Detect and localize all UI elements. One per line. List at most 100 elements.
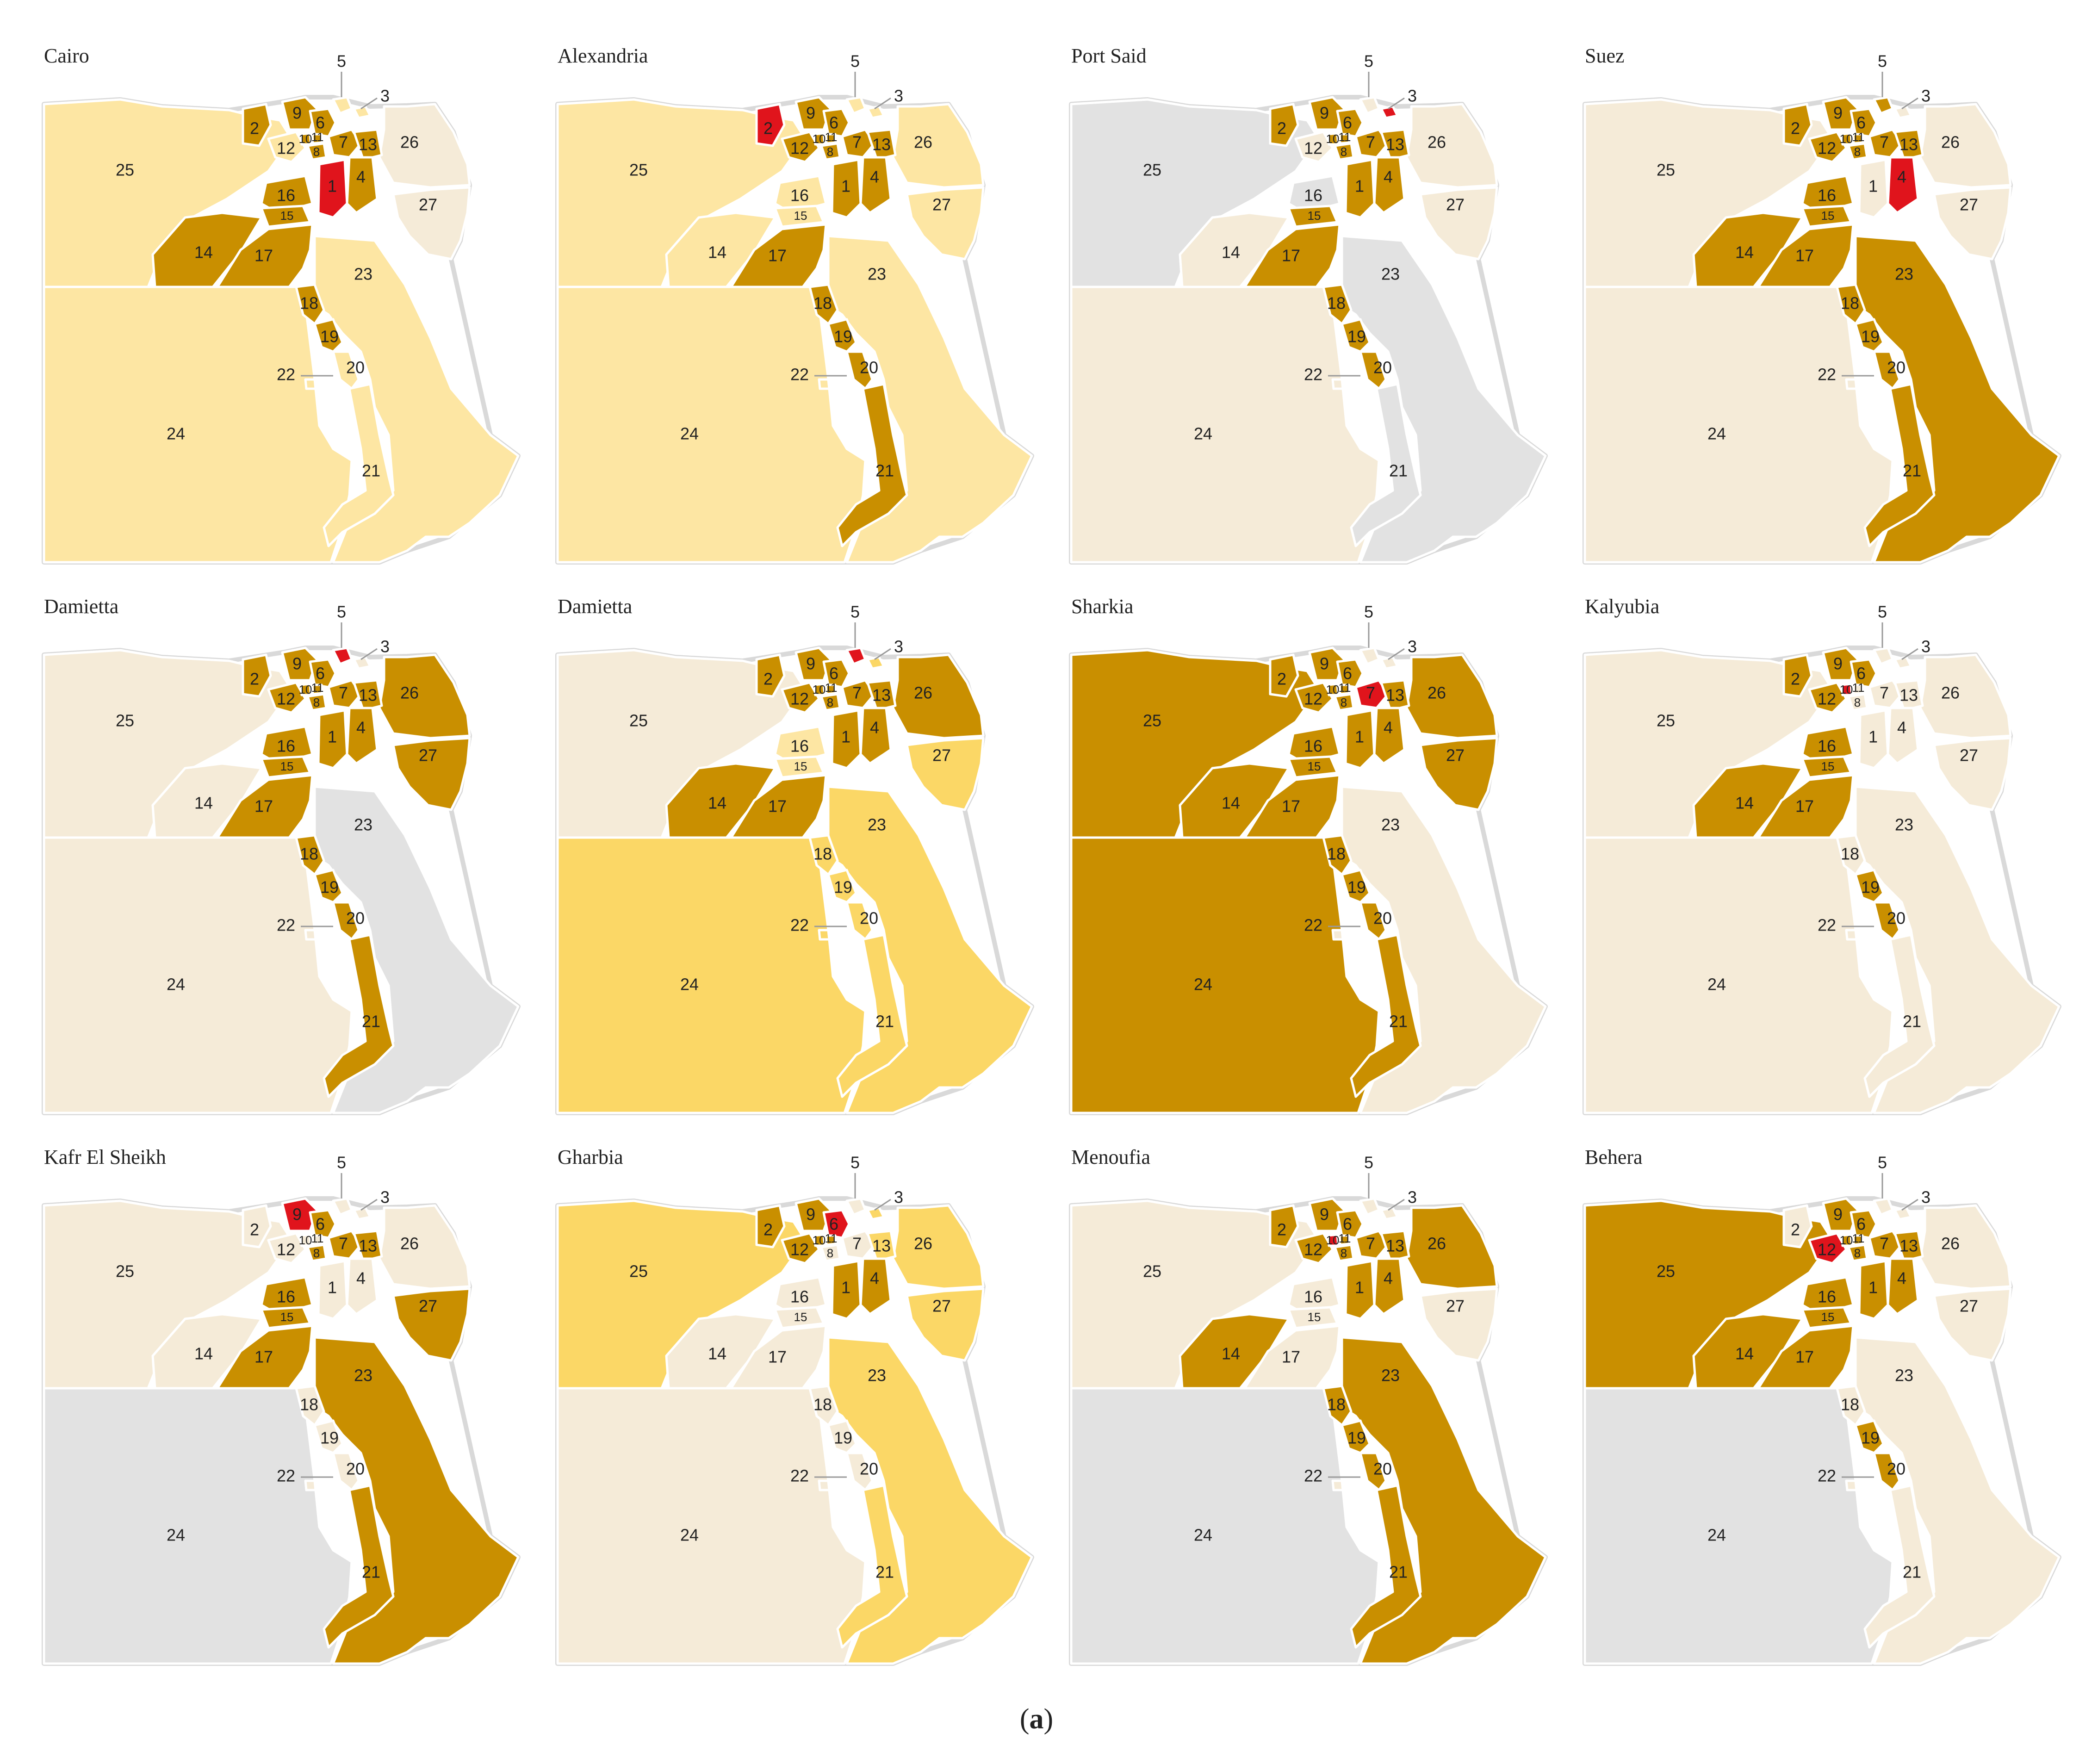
region-17 <box>216 1324 314 1390</box>
region-2 <box>1269 1204 1299 1248</box>
region-label-5: 5 <box>1364 1153 1373 1172</box>
region-label-10: 10 <box>1326 683 1340 696</box>
region-label-3: 3 <box>380 1188 390 1207</box>
region-21 <box>1350 933 1422 1098</box>
region-12 <box>267 681 307 714</box>
region-label-3: 3 <box>1921 637 1930 656</box>
region-8 <box>820 142 841 161</box>
region-label-10: 10 <box>813 132 826 146</box>
region-12 <box>1808 130 1848 163</box>
region-21 <box>836 383 908 547</box>
region-26 <box>892 1204 985 1290</box>
region-label-1: 1 <box>841 177 850 196</box>
region-8 <box>1334 1243 1355 1262</box>
region-26 <box>378 653 471 739</box>
region-label-2: 2 <box>1791 119 1800 138</box>
region-label-1: 1 <box>328 727 337 746</box>
region-5 <box>332 96 353 115</box>
region-label-14: 14 <box>1735 794 1754 813</box>
region-label-13: 13 <box>872 1236 891 1255</box>
region-14 <box>151 211 263 288</box>
region-label-27: 27 <box>419 746 437 765</box>
region-2 <box>1782 653 1813 698</box>
region-label-15: 15 <box>1821 209 1835 223</box>
region-4 <box>859 156 892 214</box>
region-7 <box>1354 679 1390 709</box>
region-1 <box>831 158 862 219</box>
region-label-11: 11 <box>311 681 324 695</box>
region-11 <box>1338 683 1351 696</box>
region-label-24: 24 <box>680 424 699 443</box>
region-2 <box>1782 1204 1813 1248</box>
region-11 <box>1852 133 1864 145</box>
region-11 <box>825 1234 837 1246</box>
region-13 <box>1893 128 1924 161</box>
region-label-12: 12 <box>790 139 809 158</box>
region-11 <box>1338 1234 1351 1246</box>
region-label-3: 3 <box>1408 1188 1417 1207</box>
region-label-1: 1 <box>841 727 850 746</box>
region-14 <box>1179 1313 1290 1390</box>
region-5 <box>1359 1197 1380 1216</box>
region-label-24: 24 <box>680 1526 699 1545</box>
region-label-15: 15 <box>794 209 807 223</box>
region-label-17: 17 <box>1795 246 1814 265</box>
map-panel-1: Cairo 1 2 3 4 5 6 7 8 9 10 11 12 13 14 15 16 17 18 19 20 21 22… <box>9 19 521 565</box>
region-label-5: 5 <box>850 52 860 71</box>
region-label-2: 2 <box>1791 1220 1800 1239</box>
region-label-19: 19 <box>1861 1429 1880 1447</box>
region-label-25: 25 <box>1657 711 1675 730</box>
region-3 <box>1893 1206 1912 1221</box>
region-19 <box>1341 1419 1371 1454</box>
region-13 <box>353 128 383 161</box>
region-10 <box>299 1233 312 1247</box>
region-15 <box>1801 755 1852 779</box>
region-12 <box>1294 130 1334 163</box>
region-label-13: 13 <box>359 1236 377 1255</box>
region-23 <box>1854 235 2061 564</box>
region-label-4: 4 <box>870 168 879 186</box>
region-label-8: 8 <box>1854 696 1861 709</box>
region-27 <box>1933 1287 2012 1362</box>
region-22 <box>1331 378 1344 390</box>
region-18 <box>1836 1385 1866 1427</box>
region-13 <box>1380 1230 1410 1262</box>
region-12 <box>267 1232 307 1265</box>
leader-line <box>1901 97 1918 110</box>
region-26 <box>1405 1204 1498 1290</box>
region-19 <box>313 318 344 353</box>
region-13 <box>353 679 383 712</box>
region-label-22: 22 <box>277 916 295 935</box>
region-label-20: 20 <box>860 1460 878 1478</box>
region-label-3: 3 <box>1408 87 1417 106</box>
region-label-10: 10 <box>1326 1233 1340 1247</box>
region-12 <box>1808 1232 1848 1265</box>
map-panel-4: Suez 1 2 3 4 5 6 7 8 9 10 11 12 13 14 15 16 17 18 19 20 21 22 2… <box>1550 19 2061 565</box>
region-label-11: 11 <box>1339 1231 1351 1245</box>
region-1 <box>1344 709 1376 770</box>
region-label-14: 14 <box>1735 1344 1754 1363</box>
region-22 <box>1331 929 1344 941</box>
region-label-25: 25 <box>1657 161 1675 180</box>
region-26 <box>1919 653 2012 739</box>
region-18 <box>295 834 325 876</box>
region-label-24: 24 <box>167 1526 185 1545</box>
region-label-4: 4 <box>1897 1269 1906 1288</box>
region-17 <box>730 1324 827 1390</box>
region-26 <box>892 103 985 189</box>
region-label-25: 25 <box>1143 711 1161 730</box>
region-label-21: 21 <box>1903 461 1921 480</box>
leader-line <box>1901 1199 1918 1211</box>
region-2 <box>242 653 272 698</box>
region-label-5: 5 <box>1364 52 1373 71</box>
region-label-17: 17 <box>1282 246 1300 265</box>
region-label-20: 20 <box>860 358 878 377</box>
region-label-21: 21 <box>362 1563 380 1582</box>
region-1 <box>1344 158 1376 219</box>
region-21 <box>836 1484 908 1649</box>
region-label-26: 26 <box>1941 683 1960 702</box>
region-18 <box>1322 283 1353 325</box>
region-7 <box>1868 128 1903 159</box>
region-20 <box>1359 350 1387 390</box>
